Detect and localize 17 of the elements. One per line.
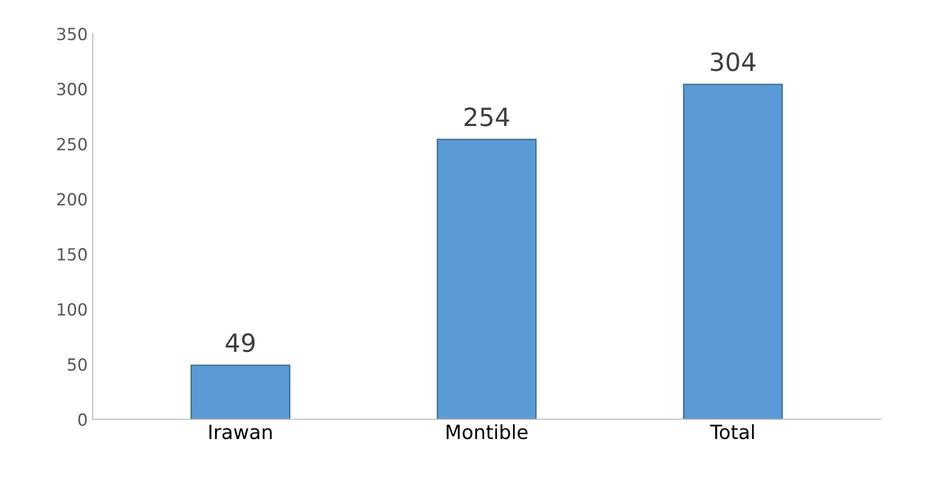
y-tick-label: 100 xyxy=(58,303,87,316)
x-tick-label: Total xyxy=(710,424,754,440)
x-tick-label: Montible xyxy=(446,424,528,440)
data-label: 254 xyxy=(464,107,510,126)
y-tick-label: 200 xyxy=(57,192,87,206)
bar xyxy=(436,138,537,420)
y-tick-label: 150 xyxy=(58,248,87,261)
x-tick-label: Irawan xyxy=(209,424,272,440)
bar xyxy=(682,84,783,420)
y-tick-label: 50 xyxy=(68,358,87,371)
y-tick-label: 0 xyxy=(78,413,87,426)
y-tick-label: 250 xyxy=(57,138,87,150)
y-tick-label: 300 xyxy=(57,82,87,96)
y-tick-label: 350 xyxy=(57,28,87,40)
bar xyxy=(190,364,290,420)
data-label: 49 xyxy=(226,333,255,352)
data-label: 304 xyxy=(710,52,756,72)
